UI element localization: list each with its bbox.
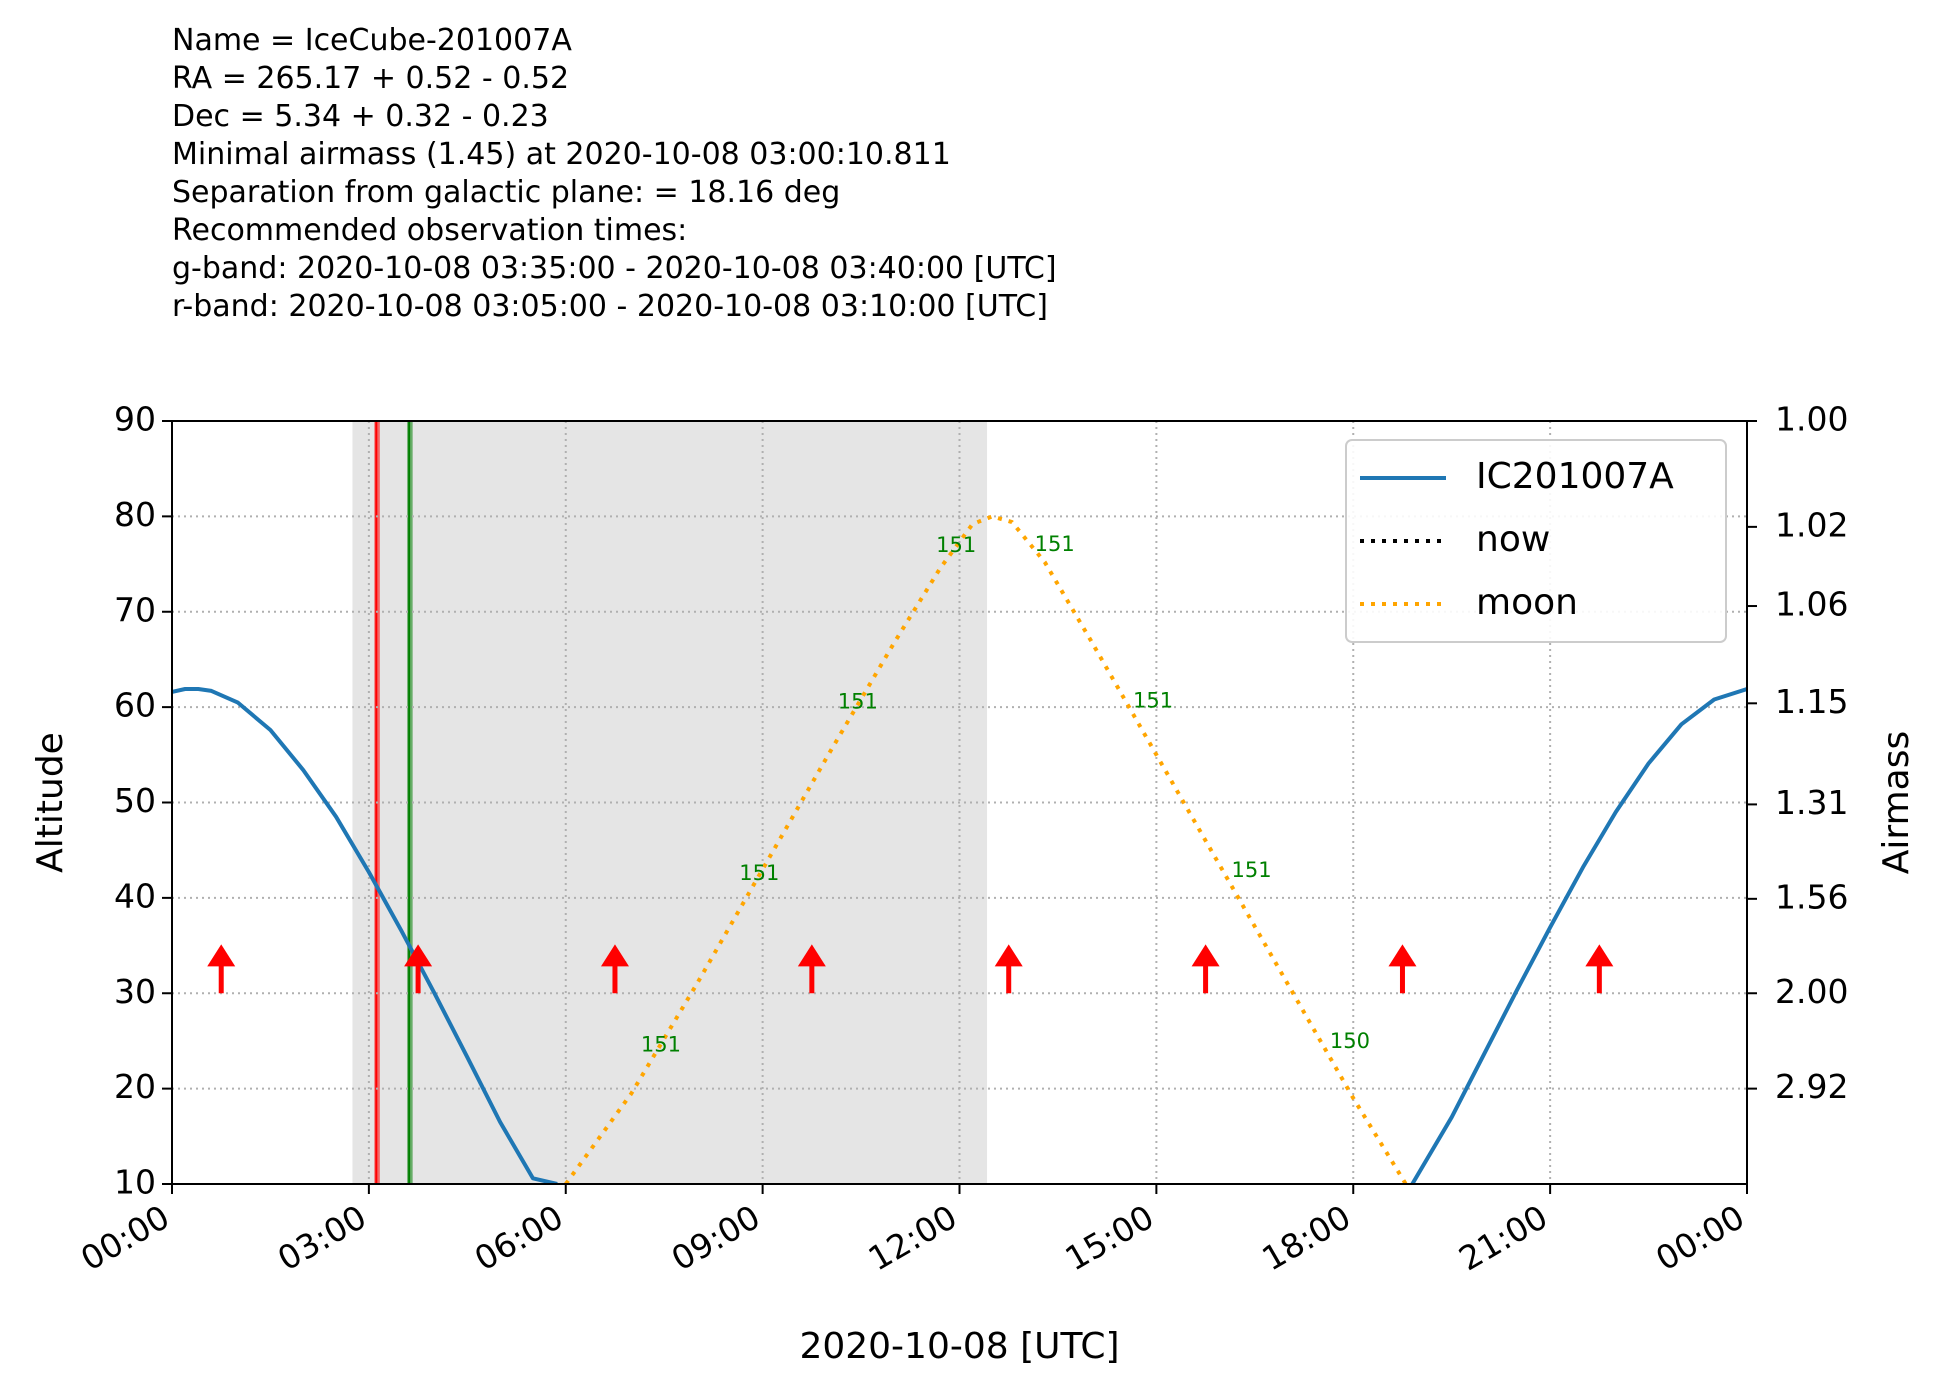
legend-label: moon bbox=[1476, 582, 1578, 623]
series-line-target bbox=[1410, 687, 1747, 1184]
moon-distance-label: 151 bbox=[1035, 532, 1075, 556]
moon-distance-label: 151 bbox=[641, 1033, 681, 1057]
info-line: g-band: 2020-10-08 03:35:00 - 2020-10-08… bbox=[172, 251, 1057, 286]
airmass-tick-label: 1.15 bbox=[1775, 682, 1848, 721]
info-line: Minimal airmass (1.45) at 2020-10-08 03:… bbox=[172, 137, 951, 172]
series-line-moon bbox=[564, 514, 1408, 1184]
x-tick-label: 15:00 bbox=[1059, 1197, 1161, 1278]
moon-distance-label: 151 bbox=[739, 861, 779, 885]
info-line: Separation from galactic plane: = 18.16 … bbox=[172, 175, 841, 210]
y-tick-label: 70 bbox=[114, 590, 156, 629]
legend: IC201007A now moon bbox=[1345, 439, 1727, 643]
x-tick-label: 18:00 bbox=[1255, 1197, 1357, 1278]
info-line: r-band: 2020-10-08 03:05:00 - 2020-10-08… bbox=[172, 289, 1048, 324]
airmass-tick-label: 1.06 bbox=[1775, 585, 1848, 624]
moon-distance-label: 150 bbox=[1330, 1029, 1370, 1053]
legend-label: IC201007A bbox=[1476, 456, 1674, 497]
arrow-marker bbox=[994, 944, 1023, 994]
airmass-tick-label: 1.02 bbox=[1775, 505, 1848, 544]
arrow-marker bbox=[600, 944, 629, 994]
airmass-tick-label: 2.92 bbox=[1775, 1067, 1848, 1106]
y-tick-label: 40 bbox=[114, 876, 156, 915]
x-tick-label: 21:00 bbox=[1452, 1197, 1554, 1278]
x-tick-label: 09:00 bbox=[665, 1197, 767, 1278]
moon-distance-label: 151 bbox=[1231, 858, 1271, 882]
moon-distance-label: 151 bbox=[936, 533, 976, 557]
arrow-marker bbox=[1191, 944, 1220, 994]
arrow-head bbox=[1585, 944, 1614, 967]
y-tick-label: 90 bbox=[114, 400, 156, 439]
x-axis-label: 2020-10-08 [UTC] bbox=[799, 1326, 1119, 1367]
shaded-regions bbox=[352, 421, 988, 1184]
airmass-tick-label: 1.31 bbox=[1775, 783, 1848, 822]
y-tick-label: 60 bbox=[114, 686, 156, 725]
y-tick-label: 80 bbox=[114, 495, 156, 534]
legend-box bbox=[1345, 439, 1727, 643]
arrow-head bbox=[797, 944, 826, 967]
moon-distance-label: 151 bbox=[1133, 688, 1173, 712]
x-tick-label: 03:00 bbox=[271, 1197, 373, 1278]
y-tick-label: 50 bbox=[114, 781, 156, 820]
markers: 151 151 151 151 151 151 151 150 bbox=[207, 532, 1614, 1057]
airmass-tick-label: 1.00 bbox=[1775, 400, 1848, 439]
info-line: Name = IceCube-201007A bbox=[172, 23, 572, 58]
info-line: RA = 265.17 + 0.52 - 0.52 bbox=[172, 61, 570, 96]
arrow-head bbox=[600, 944, 629, 967]
legend-label: now bbox=[1476, 519, 1550, 560]
y-axis-label: Altitude bbox=[30, 732, 71, 873]
y-tick-label: 10 bbox=[114, 1163, 156, 1202]
series-line-target bbox=[172, 687, 558, 1184]
info-line: Recommended observation times: bbox=[172, 213, 688, 248]
airmass-tick-label: 2.00 bbox=[1775, 972, 1848, 1011]
y-axis-label-right: Airmass bbox=[1876, 731, 1917, 874]
series-lines bbox=[172, 514, 1747, 1184]
moon-distance-label: 151 bbox=[838, 689, 878, 713]
arrow-head bbox=[1191, 944, 1220, 967]
y-tick-label: 30 bbox=[114, 972, 156, 1011]
x-tick-label: 00:00 bbox=[1649, 1197, 1751, 1278]
arrow-head bbox=[404, 944, 433, 967]
arrow-marker bbox=[1388, 944, 1417, 994]
info-header: Name = IceCube-201007A RA = 265.17 + 0.52… bbox=[172, 22, 1057, 326]
night-shade bbox=[352, 421, 988, 1184]
arrow-marker bbox=[207, 944, 236, 994]
x-tick-label: 06:00 bbox=[468, 1197, 570, 1278]
y-tick-label: 20 bbox=[114, 1067, 156, 1106]
arrow-marker bbox=[1585, 944, 1614, 994]
x-tick-label: 12:00 bbox=[862, 1197, 964, 1278]
arrow-head bbox=[994, 944, 1023, 967]
arrow-marker bbox=[404, 944, 433, 994]
x-tick-label: 00:00 bbox=[74, 1197, 176, 1278]
arrow-head bbox=[207, 944, 236, 967]
arrow-head bbox=[1388, 944, 1417, 967]
airmass-tick-label: 1.56 bbox=[1775, 877, 1848, 916]
arrow-marker bbox=[797, 944, 826, 994]
info-line: Dec = 5.34 + 0.32 - 0.23 bbox=[172, 99, 549, 134]
